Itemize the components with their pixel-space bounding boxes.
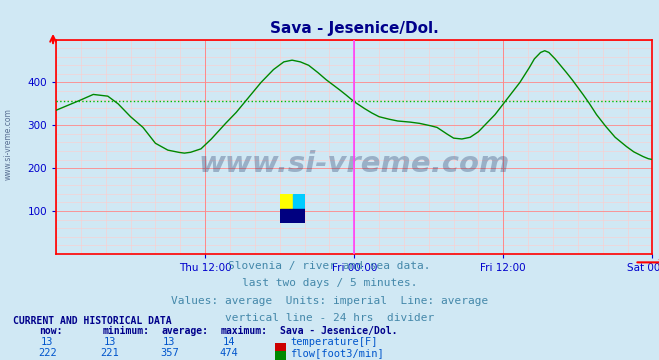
Text: 14: 14 <box>223 337 235 347</box>
Text: CURRENT AND HISTORICAL DATA: CURRENT AND HISTORICAL DATA <box>13 316 172 326</box>
Text: www.si-vreme.com: www.si-vreme.com <box>198 150 510 178</box>
Text: now:: now: <box>40 326 63 336</box>
Text: minimum:: minimum: <box>102 326 149 336</box>
Text: temperature[F]: temperature[F] <box>290 337 378 347</box>
Text: 357: 357 <box>160 348 179 359</box>
Bar <box>293 194 305 209</box>
Text: last two days / 5 minutes.: last two days / 5 minutes. <box>242 278 417 288</box>
Text: 221: 221 <box>101 348 119 359</box>
Bar <box>280 194 293 209</box>
Text: 13: 13 <box>104 337 116 347</box>
Text: maximum:: maximum: <box>221 326 268 336</box>
Text: Sava - Jesenice/Dol.: Sava - Jesenice/Dol. <box>280 326 397 336</box>
Text: 474: 474 <box>219 348 238 359</box>
Title: Sava - Jesenice/Dol.: Sava - Jesenice/Dol. <box>270 21 439 36</box>
Text: 13: 13 <box>42 337 53 347</box>
Bar <box>293 209 305 223</box>
Text: 13: 13 <box>163 337 175 347</box>
Text: www.si-vreme.com: www.si-vreme.com <box>3 108 13 180</box>
Text: vertical line - 24 hrs  divider: vertical line - 24 hrs divider <box>225 313 434 323</box>
Text: average:: average: <box>161 326 208 336</box>
Text: 222: 222 <box>38 348 57 359</box>
Text: Slovenia / river and sea data.: Slovenia / river and sea data. <box>228 261 431 271</box>
Text: Values: average  Units: imperial  Line: average: Values: average Units: imperial Line: av… <box>171 296 488 306</box>
Bar <box>280 209 293 223</box>
Text: flow[foot3/min]: flow[foot3/min] <box>290 348 384 359</box>
